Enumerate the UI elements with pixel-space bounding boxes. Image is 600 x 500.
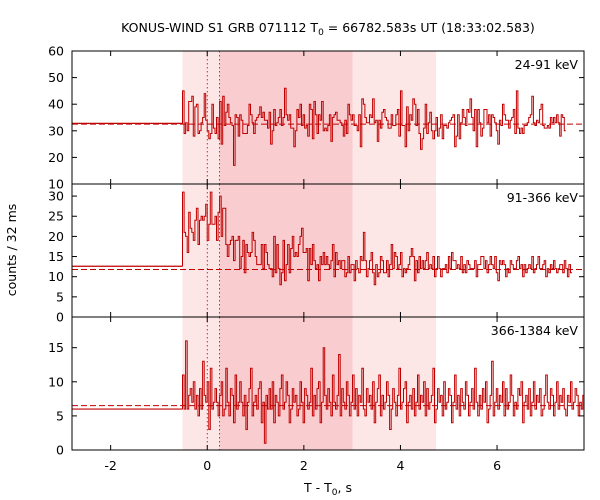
y-tick-label: 10 [48, 177, 64, 192]
panel-frame [71, 316, 585, 451]
energy-band-label: 91-366 keV [507, 190, 579, 205]
chart-title-prefix: KONUS-WIND S1 GRB 071112 T [121, 20, 318, 35]
x-tick-label: -2 [104, 458, 116, 473]
panel-3: 0 5 10 15 366-1384 keV [48, 316, 585, 458]
chart-title: KONUS-WIND S1 GRB 071112 T0 = 66782.583s… [121, 20, 535, 38]
y-tick-label: 40 [48, 97, 64, 112]
y-tick-label: 0 [56, 443, 64, 458]
y-axis-label: counts / 32 ms [4, 204, 19, 297]
light-curve-series [182, 340, 584, 444]
y-tick-label: 5 [56, 289, 64, 304]
shaded-interval-2 [219, 51, 353, 184]
y-tick-label: 30 [48, 189, 64, 204]
x-axis-tick-labels: -2 0 2 4 6 [104, 458, 501, 473]
chart-title-subscript: 0 [318, 28, 324, 38]
y-tick-label: 60 [48, 44, 64, 59]
light-curve-series [182, 87, 566, 166]
light-curve-series [182, 191, 572, 286]
x-tick-label: 2 [300, 458, 308, 473]
panel-2: 0 5 10 15 20 25 30 91-366 keV [48, 183, 585, 325]
y-tick-label: 20 [48, 229, 64, 244]
y-tick-label: 25 [48, 209, 64, 224]
x-axis-label-prefix: T - T [303, 480, 332, 495]
y-tick-label: 20 [48, 150, 64, 165]
y-tick-label: 15 [48, 249, 64, 264]
x-axis-label: T - T0, s [303, 480, 352, 498]
energy-band-label: 366-1384 keV [491, 323, 579, 338]
energy-band-label: 24-91 keV [515, 57, 579, 72]
x-tick-label: 0 [203, 458, 211, 473]
x-axis-label-subscript: 0 [332, 488, 338, 498]
y-tick-label: 0 [56, 310, 64, 325]
shaded-interval-2 [219, 184, 353, 317]
y-tick-label: 10 [48, 374, 64, 389]
x-tick-label: 6 [493, 458, 501, 473]
y-tick-label: 30 [48, 123, 64, 138]
x-axis-label-suffix: , s [338, 480, 352, 495]
chart-title-suffix: = 66782.583s UT (18:33:02.583) [324, 20, 535, 35]
y-tick-label: 15 [48, 340, 64, 355]
y-tick-label: 50 [48, 70, 64, 85]
x-tick-label: 4 [396, 458, 404, 473]
panel-1: 10 20 30 40 50 60 24-91 keV [48, 44, 585, 192]
y-tick-label: 10 [48, 269, 64, 284]
y-tick-label: 5 [56, 408, 64, 423]
